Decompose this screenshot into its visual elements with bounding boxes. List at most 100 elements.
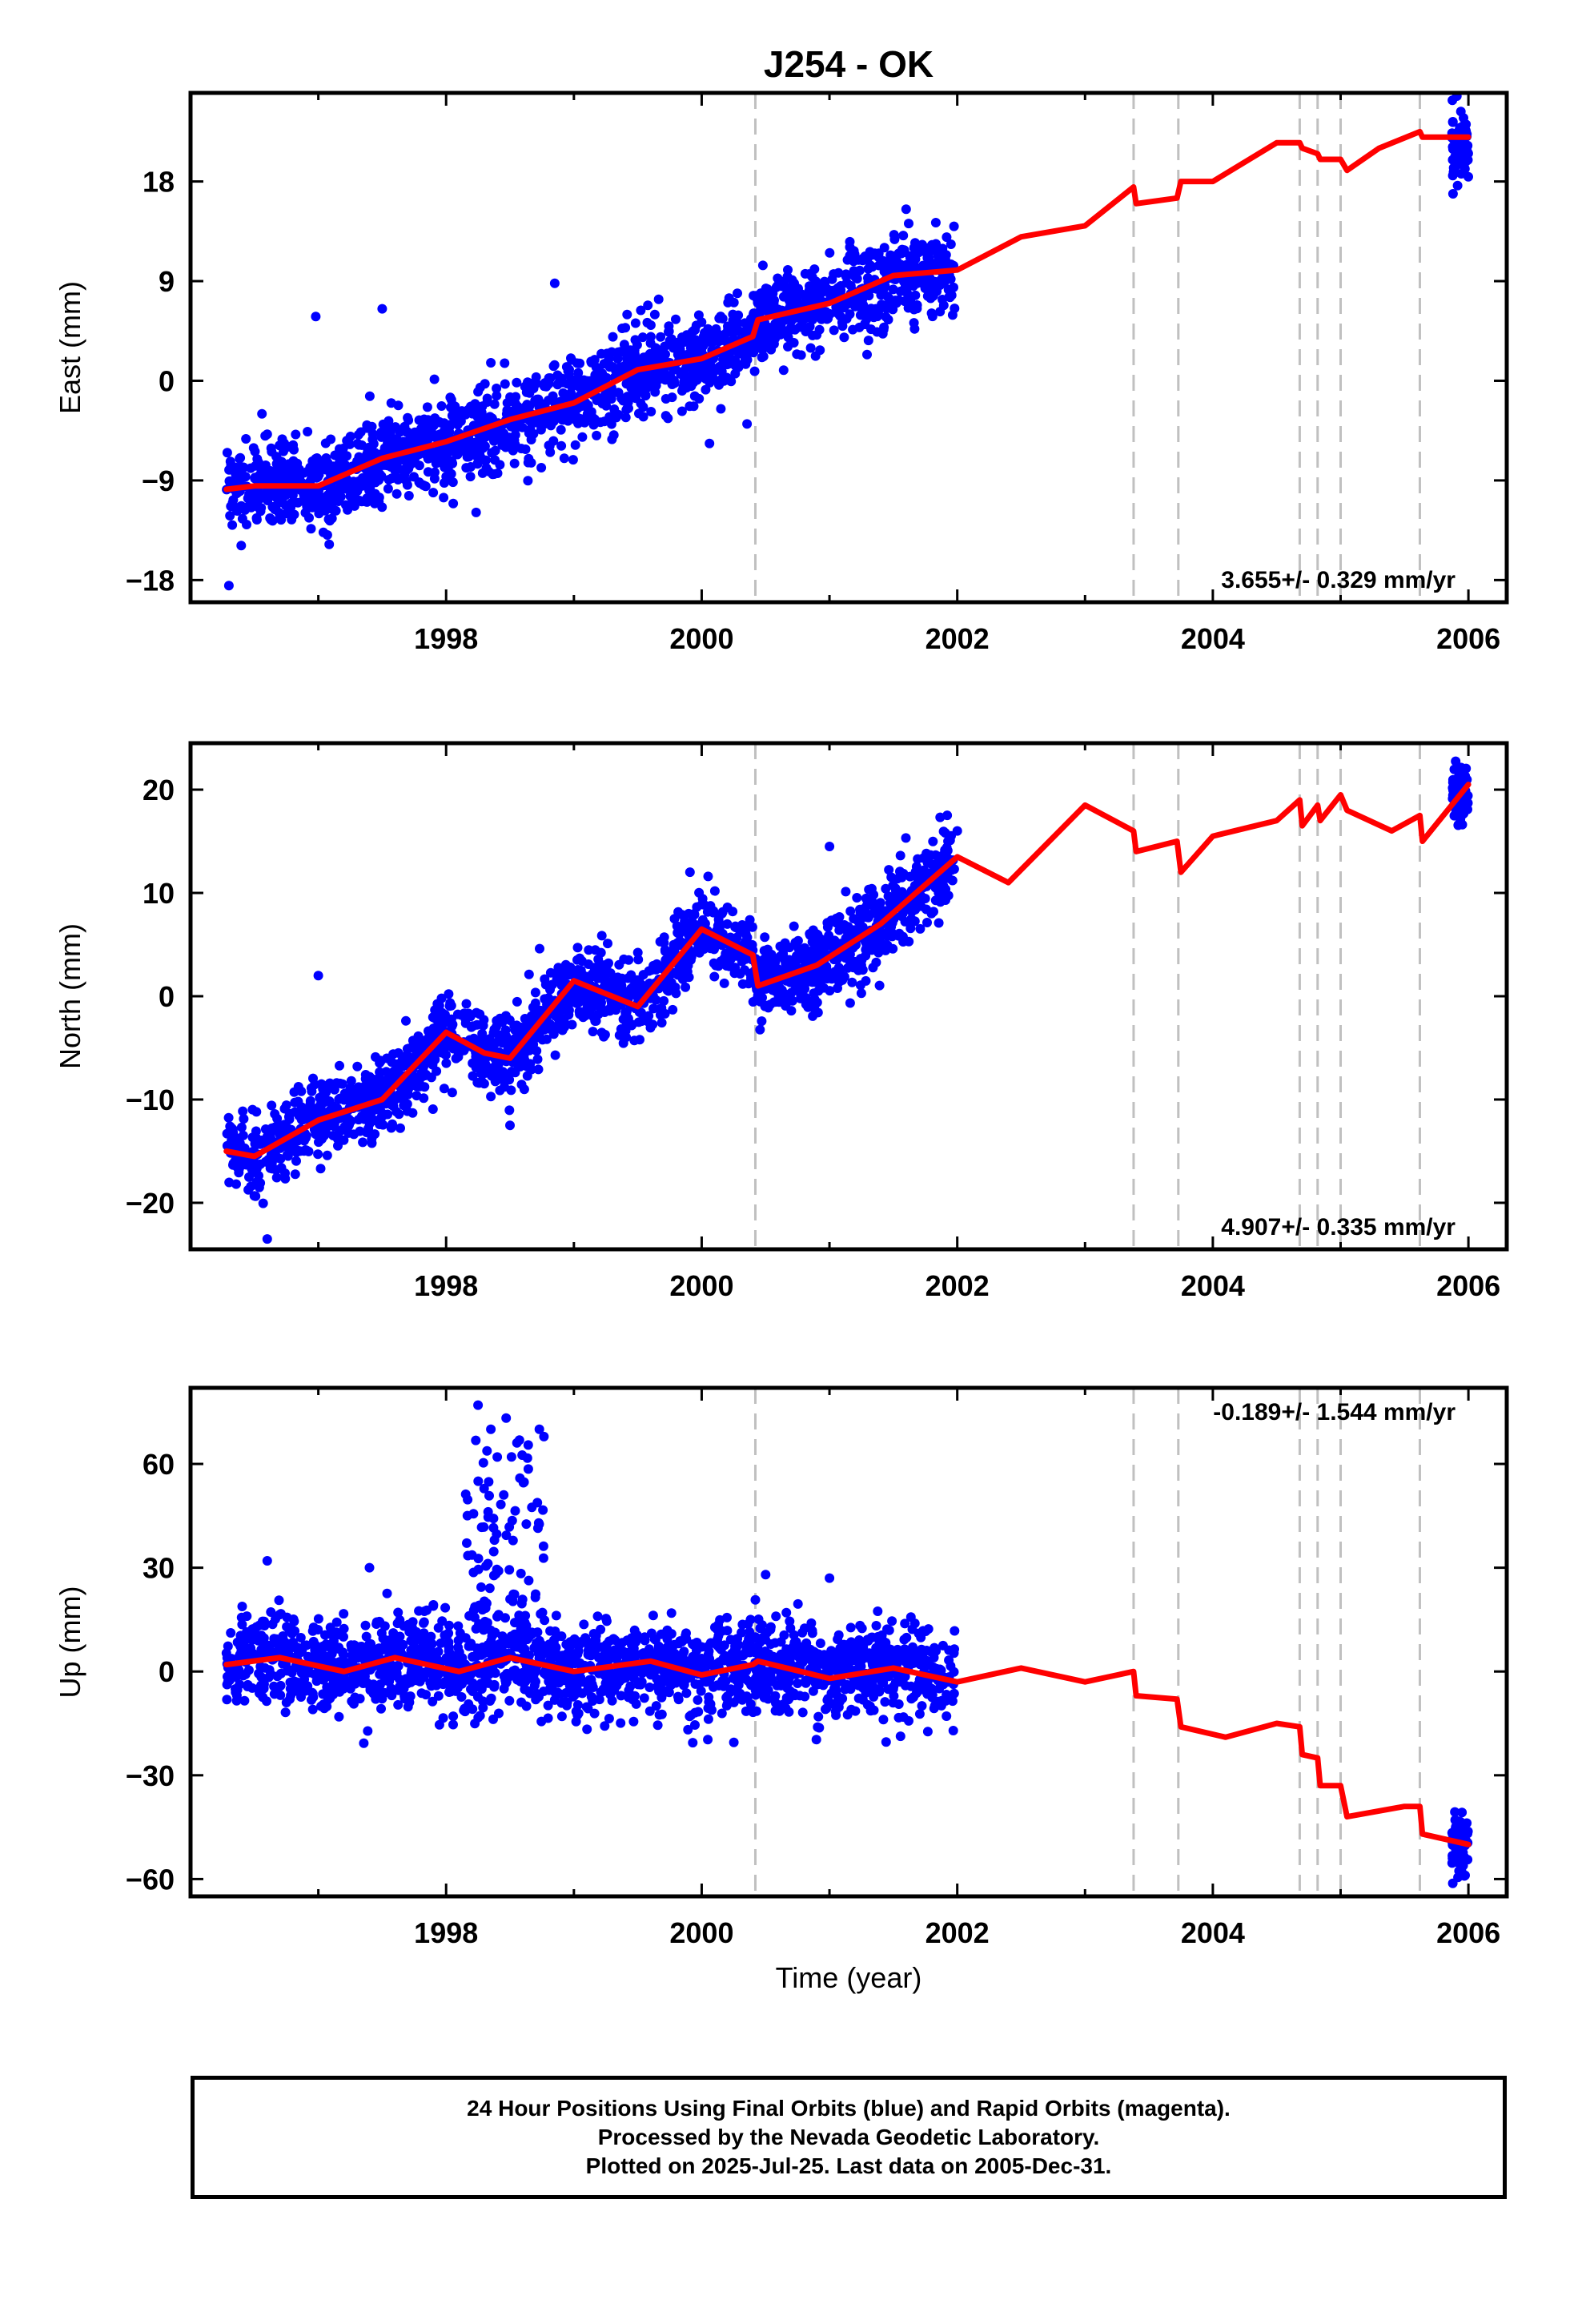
data-point — [333, 460, 343, 470]
data-point — [275, 468, 285, 479]
data-point — [489, 1024, 500, 1035]
data-point — [900, 283, 910, 293]
data-point — [303, 427, 313, 436]
data-point — [345, 432, 355, 441]
data-point — [267, 1164, 277, 1174]
data-point — [811, 276, 821, 287]
data-point — [530, 396, 540, 406]
y-tick-label: −18 — [126, 564, 175, 597]
data-point — [749, 308, 759, 319]
data-point — [592, 1611, 603, 1622]
data-point — [512, 377, 522, 388]
data-point — [845, 906, 856, 916]
data-point — [710, 364, 721, 375]
data-point — [755, 1024, 765, 1035]
data-point — [432, 430, 442, 440]
data-point — [815, 1638, 825, 1648]
data-point — [225, 511, 235, 521]
data-point — [886, 872, 897, 883]
data-point — [683, 960, 693, 971]
data-point — [447, 1088, 457, 1098]
data-point — [461, 999, 472, 1009]
data-point — [532, 1054, 543, 1064]
data-point — [283, 459, 294, 469]
y-axis-label: North (mm) — [54, 923, 86, 1069]
data-point — [671, 314, 681, 324]
data-point — [222, 448, 232, 458]
data-point — [295, 475, 305, 485]
data-point — [813, 1711, 824, 1722]
data-point — [376, 1703, 386, 1714]
data-point — [549, 360, 560, 370]
data-point — [842, 963, 853, 973]
data-point — [730, 963, 741, 973]
data-point — [833, 267, 844, 278]
data-point — [575, 358, 585, 368]
data-point — [793, 1679, 803, 1688]
data-point — [393, 1090, 404, 1100]
data-point — [863, 252, 873, 263]
data-points — [221, 1400, 1473, 1888]
data-point — [689, 909, 700, 919]
data-point — [703, 366, 713, 376]
data-point — [713, 961, 724, 971]
data-point — [741, 359, 751, 369]
data-point — [439, 493, 449, 503]
data-point — [477, 1028, 488, 1039]
data-point — [683, 380, 693, 391]
data-point — [667, 392, 677, 403]
data-point — [656, 1709, 667, 1719]
data-point — [492, 391, 502, 401]
data-point — [668, 1004, 678, 1015]
data-point — [757, 344, 768, 355]
data-point — [358, 1137, 368, 1148]
data-point — [775, 983, 785, 994]
data-point — [730, 368, 741, 379]
data-point — [261, 487, 271, 497]
data-point — [401, 1015, 411, 1026]
data-point — [946, 239, 956, 249]
data-point — [862, 349, 872, 360]
data-point — [356, 440, 367, 450]
data-point — [465, 472, 476, 482]
data-point — [677, 927, 687, 936]
data-point — [436, 401, 447, 411]
data-point — [276, 1163, 287, 1173]
data-point — [299, 1104, 310, 1115]
y-tick-label: 10 — [143, 877, 175, 910]
data-point — [946, 865, 957, 875]
data-point — [516, 1022, 526, 1032]
data-point — [299, 1112, 309, 1123]
data-point — [610, 975, 620, 985]
x-tick-label: 2006 — [1436, 1269, 1500, 1302]
data-point — [509, 458, 520, 468]
data-point — [1451, 756, 1461, 766]
x-tick-label: 2004 — [1181, 1269, 1245, 1302]
data-point — [896, 248, 906, 259]
data-point — [677, 910, 687, 920]
data-point — [432, 1010, 442, 1020]
data-point — [465, 462, 476, 472]
data-point — [900, 1618, 910, 1629]
data-point — [367, 493, 377, 503]
data-point — [789, 314, 799, 324]
data-point — [489, 436, 499, 446]
data-point — [489, 399, 500, 409]
data-point — [659, 938, 669, 948]
data-point — [717, 907, 728, 917]
data-point — [276, 1668, 286, 1679]
data-point — [1453, 148, 1464, 159]
data-point — [516, 444, 527, 454]
data-point — [300, 508, 311, 518]
data-point — [572, 943, 583, 953]
data-point — [808, 330, 817, 340]
y-tick-label: −10 — [126, 1084, 175, 1116]
data-point — [913, 247, 924, 258]
data-point — [928, 284, 938, 295]
data-point — [636, 387, 647, 397]
data-point — [247, 1104, 258, 1115]
data-point — [922, 291, 933, 301]
data-point — [516, 1697, 527, 1707]
data-point — [432, 1066, 442, 1076]
data-point — [311, 1129, 321, 1140]
